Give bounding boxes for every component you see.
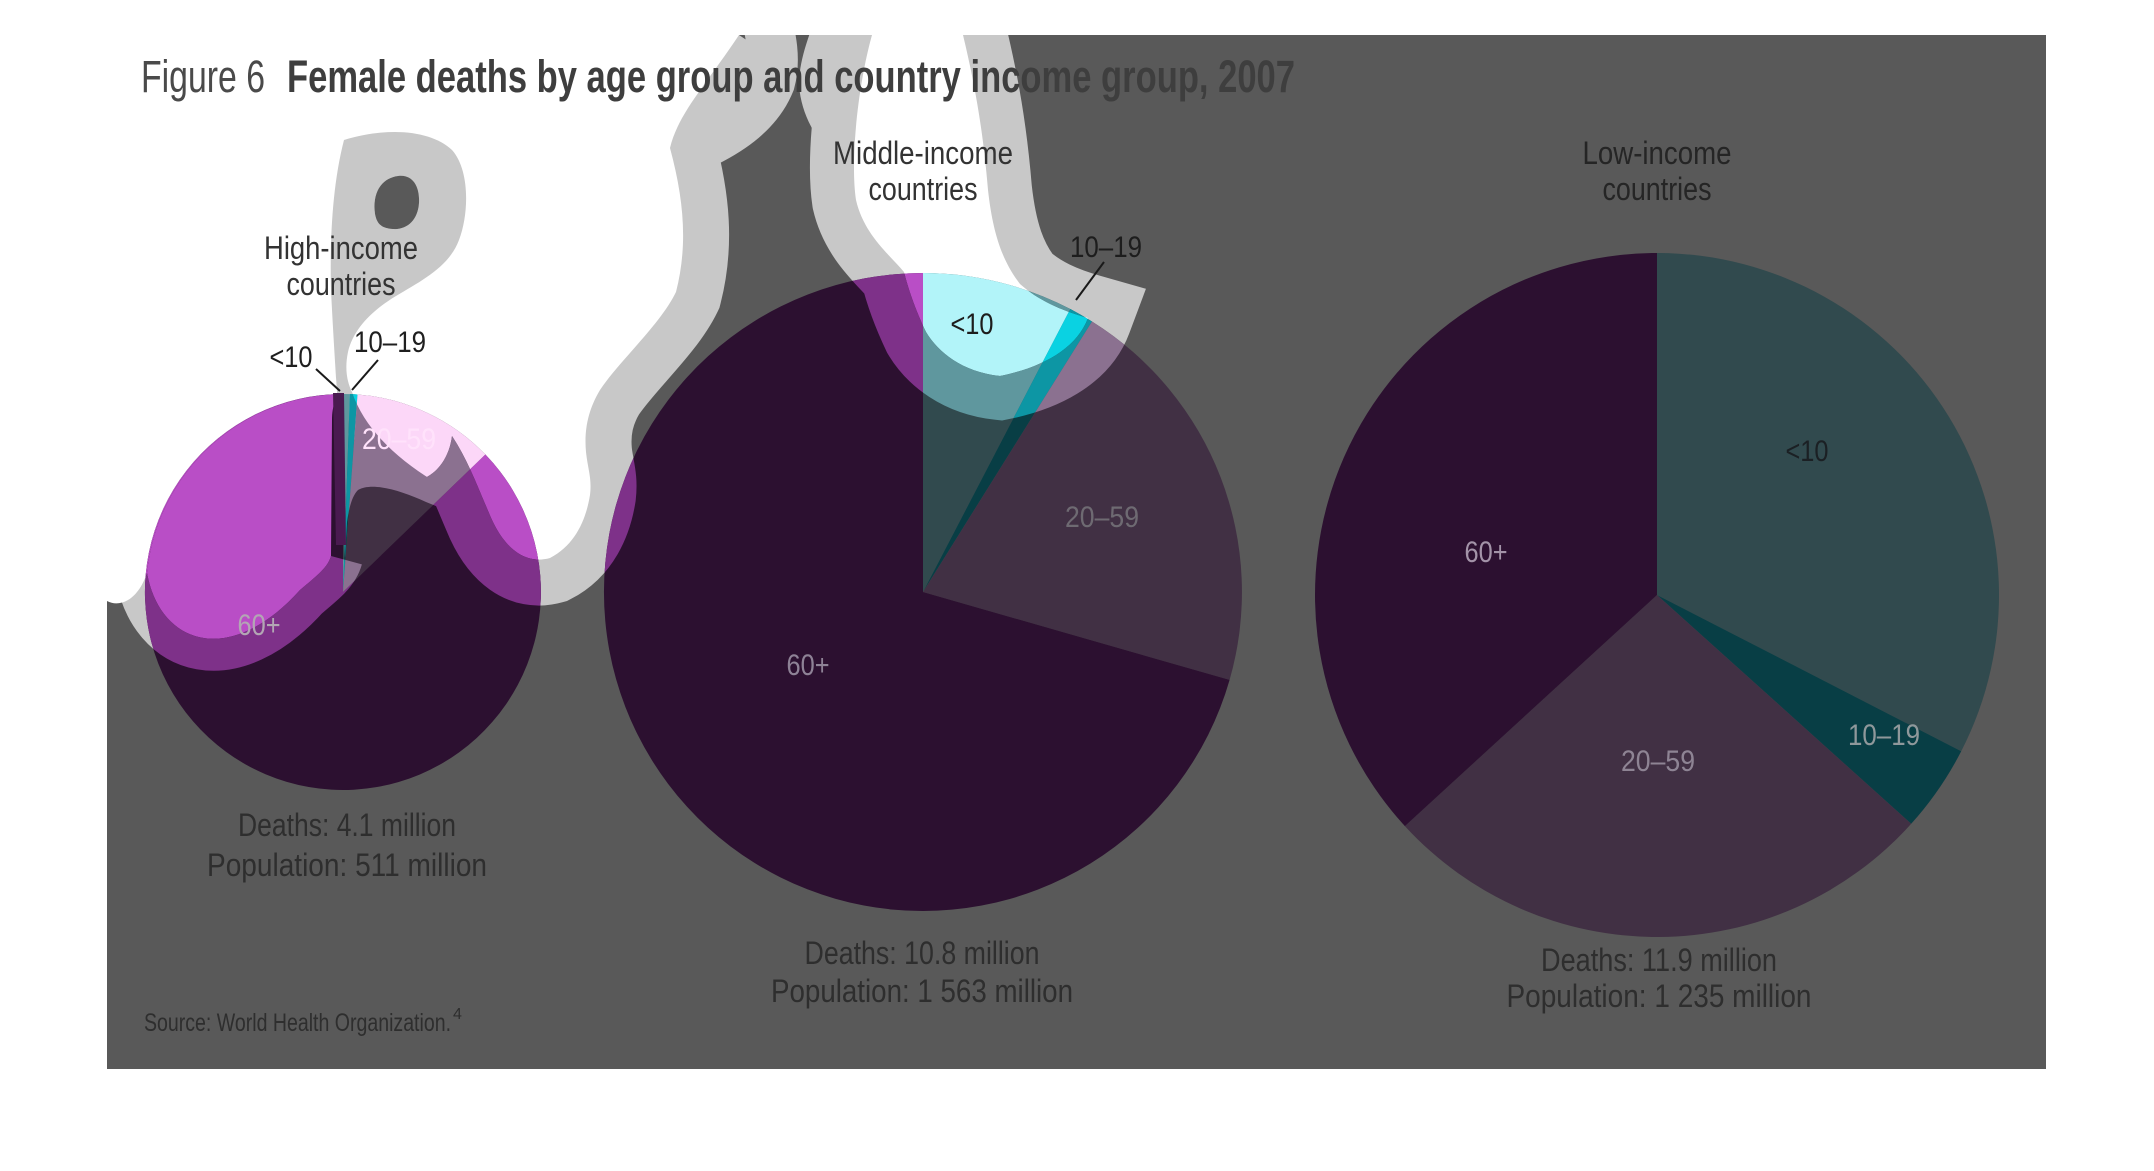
svg-text:Population: 1 235 million: Population: 1 235 million [1507, 978, 1812, 1014]
svg-text:Low-income: Low-income [1583, 135, 1732, 171]
svg-text:Middle-income: Middle-income [833, 135, 1013, 171]
svg-text:60+: 60+ [1465, 536, 1508, 569]
svg-text:10–19: 10–19 [1070, 231, 1142, 264]
svg-text:60+: 60+ [238, 609, 281, 642]
svg-text:Population: 511 million: Population: 511 million [207, 847, 487, 883]
svg-text:4: 4 [453, 1006, 462, 1023]
svg-text:20–59: 20–59 [362, 423, 436, 456]
svg-text:High-income: High-income [264, 230, 418, 266]
svg-text:20–59: 20–59 [1065, 501, 1139, 534]
svg-text:Deaths: 11.9 million: Deaths: 11.9 million [1541, 942, 1777, 978]
svg-text:countries: countries [869, 171, 978, 207]
svg-text:<10: <10 [1786, 435, 1829, 468]
svg-text:countries: countries [287, 266, 396, 302]
svg-text:<10: <10 [270, 341, 313, 374]
svg-text:Deaths: 10.8 million: Deaths: 10.8 million [805, 935, 1040, 971]
svg-text:countries: countries [1603, 171, 1712, 207]
svg-text:Source: World Health Organizat: Source: World Health Organization. [144, 1009, 451, 1037]
svg-text:60+: 60+ [787, 649, 830, 682]
svg-text:Female deaths by age group and: Female deaths by age group and country i… [287, 51, 1295, 102]
svg-text:10–19: 10–19 [354, 326, 426, 359]
svg-text:Figure 6: Figure 6 [141, 51, 265, 102]
svg-text:20–59: 20–59 [1621, 745, 1695, 778]
svg-text:10–19: 10–19 [1848, 719, 1920, 752]
svg-text:Population: 1 563 million: Population: 1 563 million [771, 973, 1073, 1009]
svg-text:<10: <10 [951, 308, 994, 341]
svg-text:Deaths: 4.1 million: Deaths: 4.1 million [238, 807, 456, 843]
